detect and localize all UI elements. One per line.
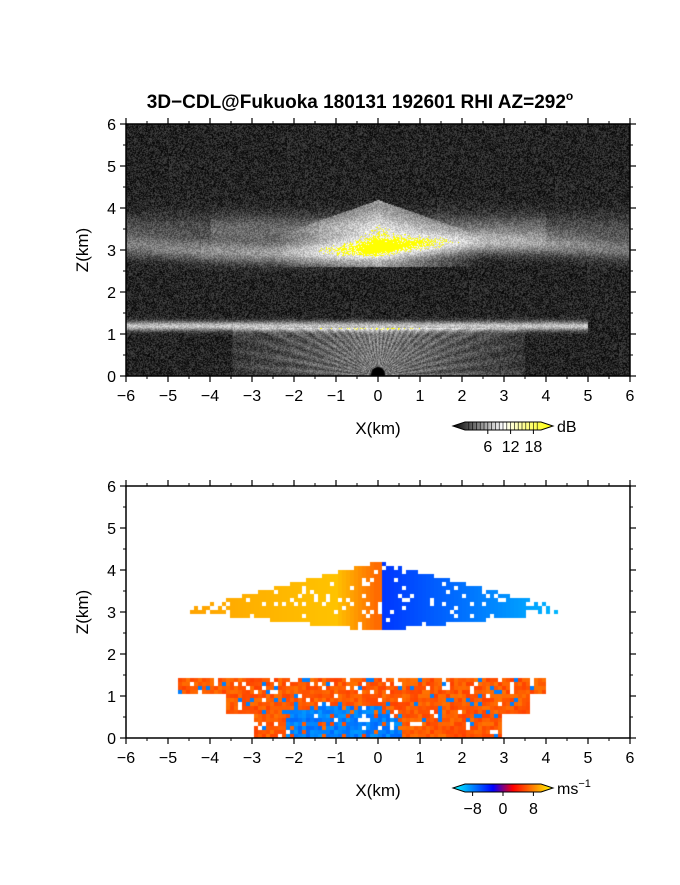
velocity-xtick-label: −2 [285,750,303,767]
velocity-ytick-label: 2 [107,647,116,664]
backscatter-xtick-label: −1 [327,388,345,405]
backscatter-xtick-label: 5 [584,388,593,405]
velocity-xtick-label: −3 [243,750,261,767]
velocity-xtick-label: 0 [374,750,383,767]
backscatter-xlabel: X(km) [355,419,400,438]
backscatter-xtick-label: 6 [626,388,635,405]
backscatter-colorbar: 6 12 18 dB [451,419,577,456]
velocity-xlabel: X(km) [355,781,400,800]
velocity-ytick-label: 0 [107,731,116,748]
backscatter-ytick-label: 0 [107,369,116,386]
velocity-ytick-label: 6 [107,479,116,496]
velocity-xtick-label: 1 [416,750,425,767]
velocity-xtick-label: 6 [626,750,635,767]
velocity-xtick-label: 2 [458,750,467,767]
backscatter-ytick-label: 2 [107,285,116,302]
backscatter-xtick-label: 3 [500,388,509,405]
velocity-xtick-label: −1 [327,750,345,767]
velocity-xtick-label: −4 [201,750,219,767]
velocity-ytick-label: 3 [107,605,116,622]
backscatter-ytick-label: 6 [107,117,116,134]
title-superscript: o [566,89,573,103]
backscatter-xtick-label: 0 [374,388,383,405]
backscatter-colorbar-tick-label: 12 [502,439,520,456]
figure-title: 3D−CDL@Fukuoka 180131 192601 RHI AZ=292o [147,89,574,113]
velocity-colorbar: −8 0 8 ms−1 [451,778,591,818]
backscatter-colorbar-tick-label: 6 [483,439,492,456]
velocity-xtick-label: 4 [542,750,551,767]
velocity-ytick-label: 4 [107,563,116,580]
velocity-colorbar-unit: ms−1 [557,778,591,798]
velocity-colorbar-tick-label: 0 [499,801,508,818]
velocity-colorbar-tick-label: 8 [529,801,538,818]
velocity-ytick-label: 1 [107,689,116,706]
backscatter-ytick-label: 3 [107,243,116,260]
backscatter-xtick-label: 2 [458,388,467,405]
backscatter-xtick-label: −5 [159,388,177,405]
backscatter-ytick-label: 5 [107,159,116,176]
velocity-ylabel: Z(km) [73,590,92,634]
backscatter-xtick-label: 1 [416,388,425,405]
velocity-colorbar-unit-superscript: −1 [578,778,591,790]
backscatter-colorbar-tick-label: 18 [525,439,543,456]
backscatter-xtick-label: −2 [285,388,303,405]
backscatter-xtick-label: 4 [542,388,551,405]
backscatter-xtick-label: −4 [201,388,219,405]
velocity-ytick-label: 5 [107,521,116,538]
backscatter-ylabel: Z(km) [73,228,92,272]
velocity-xtick-label: 5 [584,750,593,767]
velocity-xtick-label: −5 [159,750,177,767]
velocity-xtick-label: −6 [117,750,135,767]
velocity-heatmap [126,486,630,738]
backscatter-colorbar-unit: dB [557,419,577,436]
backscatter-xtick-label: −6 [117,388,135,405]
backscatter-ytick-label: 4 [107,201,116,218]
backscatter-xtick-label: −3 [243,388,261,405]
backscatter-ytick-label: 1 [107,327,116,344]
velocity-colorbar-bar [451,783,555,793]
velocity-xtick-label: 3 [500,750,509,767]
velocity-colorbar-tick-label: −8 [463,801,481,818]
backscatter-heatmap [126,124,630,376]
